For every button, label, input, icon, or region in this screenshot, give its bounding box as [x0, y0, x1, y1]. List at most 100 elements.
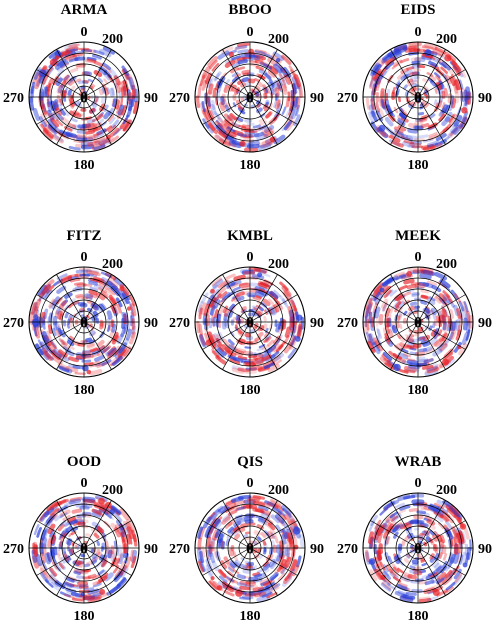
- residual-mark: [43, 528, 50, 539]
- residual-mark: [443, 586, 454, 595]
- residual-mark: [211, 277, 223, 287]
- residual-mark: [248, 130, 258, 134]
- residual-dot: [295, 336, 301, 342]
- residual-mark: [370, 62, 380, 75]
- residual-mark: [213, 299, 221, 309]
- residual-mark: [233, 118, 241, 124]
- panel-title: MEEK: [395, 228, 441, 244]
- residual-mark: [215, 337, 223, 347]
- residual-mark: [236, 340, 243, 345]
- residual-mark: [391, 140, 404, 148]
- residual-mark: [402, 353, 412, 358]
- grid-spoke: [36, 294, 85, 323]
- residual-mark: [418, 348, 428, 353]
- residual-mark: [286, 547, 290, 558]
- residual-mark: [263, 309, 268, 315]
- residual-mark: [248, 590, 262, 596]
- residual-mark: [417, 46, 429, 51]
- residual-mark: [261, 344, 270, 351]
- residual-mark: [404, 578, 414, 583]
- residual-mark: [255, 509, 265, 514]
- residual-mark: [250, 88, 255, 93]
- residual-mark: [419, 267, 434, 273]
- residual-mark: [381, 354, 391, 363]
- residual-mark: [259, 282, 270, 290]
- residual-mark: [80, 144, 95, 150]
- residual-mark: [238, 337, 246, 344]
- residual-mark: [406, 66, 415, 71]
- residual-mark: [422, 78, 429, 83]
- residual-mark: [262, 61, 272, 69]
- residual-mark: [266, 72, 273, 79]
- residual-mark: [75, 63, 86, 69]
- south-label: 180: [240, 158, 261, 173]
- residual-mark: [104, 87, 109, 96]
- residual-mark: [427, 595, 439, 601]
- residual-mark: [59, 530, 66, 538]
- residual-mark: [220, 96, 225, 106]
- residual-mark: [50, 350, 62, 360]
- residual-mark: [268, 558, 276, 568]
- residual-mark: [250, 104, 257, 109]
- residual-mark: [62, 90, 67, 98]
- south-label: 180: [240, 609, 261, 624]
- residual-mark: [394, 131, 405, 138]
- residual-mark: [268, 323, 273, 331]
- residual-mark: [128, 534, 133, 545]
- east-label: 90: [478, 91, 492, 106]
- residual-mark: [87, 596, 101, 603]
- residual-mark: [84, 56, 95, 61]
- residual-mark: [59, 98, 64, 106]
- residual-mark: [263, 530, 270, 537]
- residual-mark: [201, 66, 211, 79]
- residual-mark: [264, 500, 276, 507]
- residual-mark: [426, 280, 438, 287]
- residual-mark: [196, 548, 203, 562]
- residual-mark: [60, 62, 70, 69]
- residual-mark: [215, 113, 223, 122]
- residual-mark: [396, 131, 408, 139]
- north-label: 0: [247, 250, 254, 265]
- residual-mark: [122, 114, 129, 125]
- residual-mark: [292, 82, 298, 94]
- residual-mark: [84, 322, 90, 328]
- residual-mark: [274, 110, 280, 118]
- residual-mark: [442, 553, 448, 561]
- grid-spoke: [249, 96, 278, 145]
- residual-mark: [223, 118, 232, 126]
- residual-mark: [74, 371, 87, 375]
- residual-mark: [100, 271, 112, 279]
- residual-mark: [251, 565, 258, 569]
- residual-mark: [223, 313, 228, 322]
- grid-spoke: [202, 321, 251, 350]
- residual-mark: [231, 55, 241, 61]
- residual-mark: [378, 97, 383, 107]
- residual-mark: [426, 309, 431, 315]
- residual-mark: [406, 553, 411, 559]
- residual-mark: [276, 552, 282, 562]
- residual-mark: [365, 297, 373, 311]
- residual-mark: [461, 332, 470, 346]
- residual-mark: [271, 539, 275, 547]
- residual-mark: [59, 562, 66, 569]
- residual-dot: [210, 576, 215, 581]
- residual-mark: [374, 340, 383, 352]
- residual-mark: [252, 540, 258, 546]
- residual-mark: [393, 43, 408, 52]
- residual-mark: [451, 526, 459, 538]
- residual-mark: [227, 526, 234, 534]
- residual-mark: [382, 285, 392, 294]
- residual-mark: [109, 116, 116, 125]
- residual-mark: [112, 127, 122, 137]
- residual-mark: [273, 134, 286, 145]
- residual-mark: [427, 571, 436, 577]
- center-label: 0: [246, 541, 254, 558]
- grid-spoke: [222, 500, 251, 549]
- residual-mark: [105, 288, 113, 296]
- residual-mark: [275, 524, 283, 534]
- residual-mark: [44, 289, 53, 300]
- residual-mark: [126, 526, 134, 540]
- residual-mark: [121, 65, 130, 77]
- residual-mark: [29, 97, 35, 111]
- residual-mark: [267, 363, 280, 373]
